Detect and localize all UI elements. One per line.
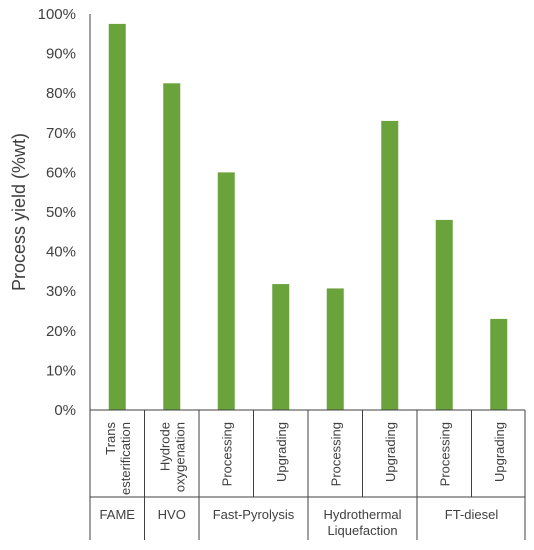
y-tick-label: 80% <box>46 85 76 102</box>
bar <box>217 172 235 410</box>
group-label: HVO <box>158 507 186 522</box>
y-tick-label: 0% <box>54 402 76 419</box>
bar-label: Upgrading <box>274 422 289 482</box>
y-tick-label: 20% <box>46 323 76 340</box>
bar <box>108 23 126 411</box>
y-tick-label: 60% <box>46 164 76 181</box>
bar-label: Processing <box>328 422 343 486</box>
bar-label-line: esterification <box>118 422 133 495</box>
group-label-line: FT-diesel <box>445 507 499 522</box>
group-label: FT-diesel <box>445 507 499 522</box>
bar-label-line: Hydrode <box>157 422 172 471</box>
group-label-line: Fast-Pyrolysis <box>213 507 295 522</box>
group-label: Fast-Pyrolysis <box>213 507 295 522</box>
bar-label-line: Upgrading <box>383 422 398 482</box>
bars <box>108 23 508 411</box>
bar-label-line: Upgrading <box>492 422 507 482</box>
bar-label: Upgrading <box>492 422 507 482</box>
group-label-line: Liquefaction <box>327 523 397 538</box>
group-label-line: FAME <box>100 507 136 522</box>
y-tick-label: 70% <box>46 125 76 142</box>
y-tick-label: 90% <box>46 46 76 63</box>
y-tick-label: 100% <box>38 6 76 23</box>
bar <box>272 284 290 410</box>
y-tick-label: 40% <box>46 244 76 261</box>
bar-label: Hydrodeoxygenation <box>157 422 187 492</box>
axes <box>89 14 526 540</box>
bar-label-line: Trans <box>103 422 118 455</box>
y-tick-label: 50% <box>46 204 76 221</box>
bar-label: Processing <box>219 422 234 486</box>
bar <box>490 318 508 410</box>
x-axis-labels: Transesterification FAME Hydrodeoxygenatio… <box>100 422 507 538</box>
bar <box>435 219 453 410</box>
y-axis-ticks: 0% 10% 20% 30% 40% 50% 60% 70% 80% 90% 100% <box>38 6 76 419</box>
group-label: Hydrothermal Liquefaction <box>323 507 401 538</box>
bar-label-line: Processing <box>328 422 343 486</box>
group-label-line: Hydrothermal <box>323 507 401 522</box>
y-axis-title: Process yield (%wt) <box>9 133 29 291</box>
bar-label-line: oxygenation <box>172 422 187 492</box>
bar-label: Processing <box>437 422 452 486</box>
bar-label: Transesterification <box>103 422 133 495</box>
bar-label-line: Processing <box>437 422 452 486</box>
bar <box>381 120 399 411</box>
y-tick-label: 10% <box>46 362 76 379</box>
bar-label-line: Processing <box>219 422 234 486</box>
bar <box>163 83 181 411</box>
group-label: FAME <box>100 507 136 522</box>
bar <box>326 288 344 410</box>
y-axis-title-group: Process yield (%wt) <box>9 133 29 291</box>
bar-label: Upgrading <box>383 422 398 482</box>
bar-label-line: Upgrading <box>274 422 289 482</box>
group-label-line: HVO <box>158 507 186 522</box>
y-tick-label: 30% <box>46 283 76 300</box>
